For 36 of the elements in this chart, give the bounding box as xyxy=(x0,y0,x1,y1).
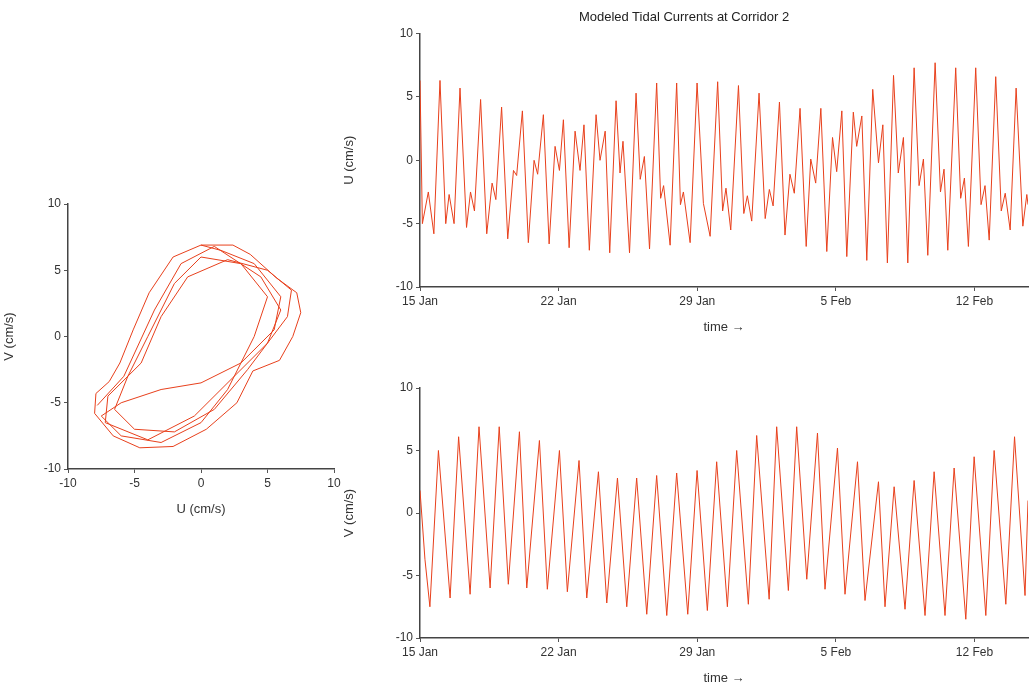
y-tick-label: -5 xyxy=(402,215,414,230)
x-tick-label: 22 Jan xyxy=(540,293,577,308)
x-axis-title: U (cm/s) xyxy=(176,500,226,516)
y-tick-label: 0 xyxy=(406,505,414,520)
x-tick-label: 5 Feb xyxy=(820,644,852,659)
x-tick-label: 29 Jan xyxy=(679,293,716,308)
x-tick-label: 15 Jan xyxy=(401,644,439,659)
x-tick-label: 0 xyxy=(197,475,205,490)
x-tick-label: 10 xyxy=(327,475,341,490)
x-axis-title: time → xyxy=(703,669,745,685)
x-tick-label: 5 Feb xyxy=(820,293,852,308)
chart-title: Modeled Tidal Currents at Corridor 2 xyxy=(578,9,790,25)
y-tick-label: -5 xyxy=(50,395,62,410)
y-axis-title: U (cm/s) xyxy=(341,135,357,185)
x-tick-label: 5 xyxy=(264,475,272,490)
y-tick-label: -10 xyxy=(395,279,414,294)
x-tick-label: -5 xyxy=(129,475,141,490)
x-tick-label: 22 Jan xyxy=(540,644,577,659)
y-tick-label: 0 xyxy=(406,152,414,167)
y-tick-label: 0 xyxy=(54,328,62,343)
y-tick-label: -5 xyxy=(402,567,414,582)
y-tick-label: 5 xyxy=(54,262,62,277)
y-tick-label: -10 xyxy=(395,630,414,645)
x-tick-label: 15 Jan xyxy=(401,293,439,308)
y-axis-title: V (cm/s) xyxy=(1,312,17,361)
y-tick-label: 10 xyxy=(399,25,414,40)
y-axis-title: V (cm/s) xyxy=(341,488,357,538)
y-tick-label: 5 xyxy=(406,442,414,457)
y-tick-label: 5 xyxy=(406,89,414,104)
x-axis-title: time → xyxy=(703,318,745,334)
y-tick-label: 10 xyxy=(399,380,414,395)
y-tick-label: 10 xyxy=(47,196,62,211)
x-tick-label: 29 Jan xyxy=(679,644,716,659)
y-tick-label: -10 xyxy=(43,461,62,476)
x-tick-label: 12 Feb xyxy=(955,293,994,308)
x-tick-label: 12 Feb xyxy=(955,644,994,659)
